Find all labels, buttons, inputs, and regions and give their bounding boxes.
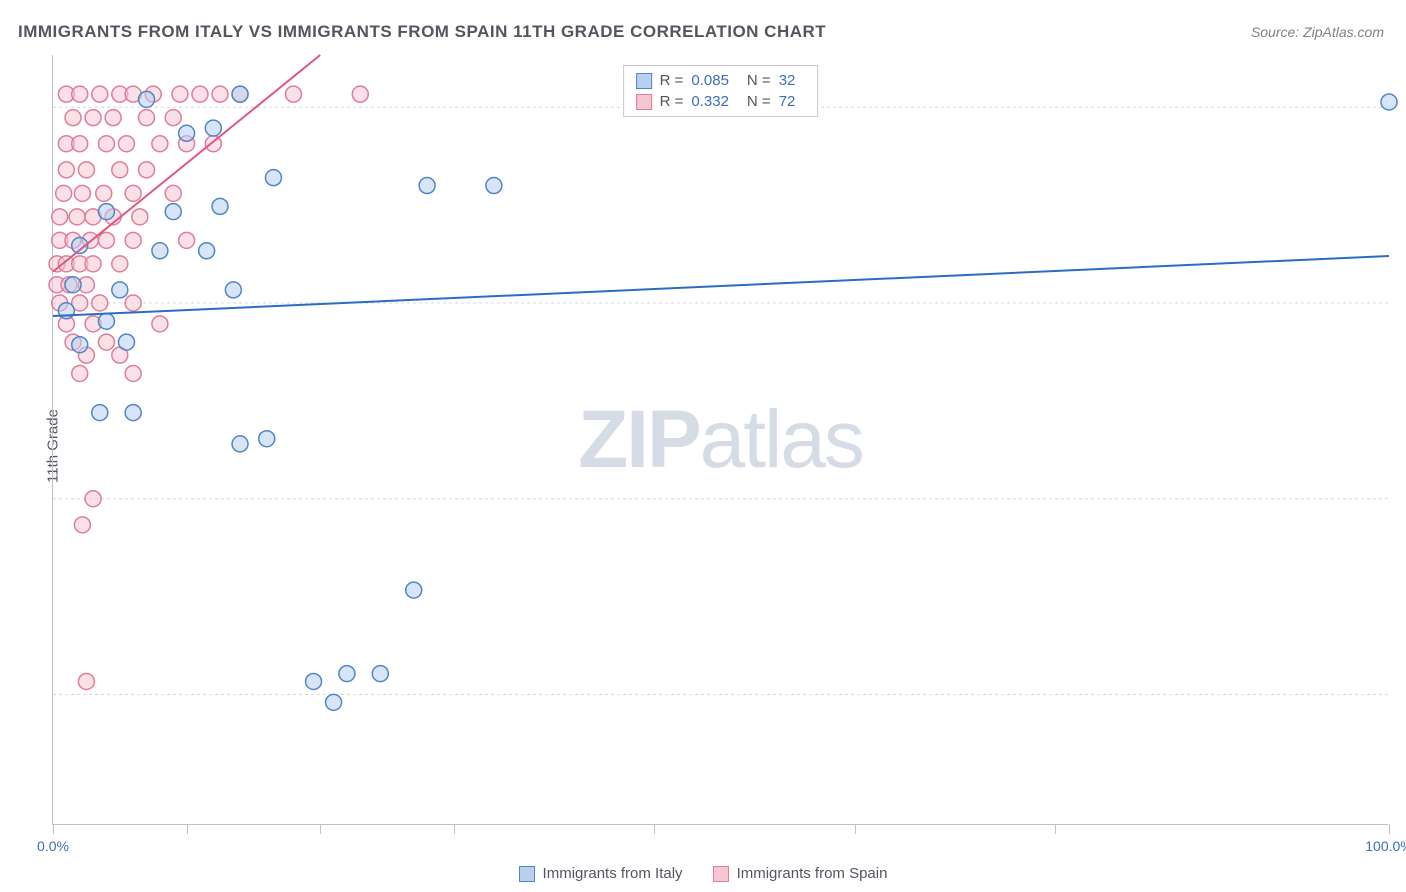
legend-label-italy: Immigrants from Italy [543, 865, 683, 882]
chart-title: IMMIGRANTS FROM ITALY VS IMMIGRANTS FROM… [18, 22, 826, 42]
x-tick [320, 824, 321, 834]
stats-row-spain: R = 0.332 N = 72 [636, 91, 806, 112]
n-label: N = [747, 72, 771, 89]
x-tick [53, 824, 54, 834]
x-tick [654, 824, 655, 834]
x-tick [1055, 824, 1056, 834]
plot-area: ZIPatlas R = 0.085 N = 32 R = 0.332 N = … [52, 55, 1388, 825]
x-tick-label: 0.0% [37, 838, 69, 854]
series-legend: Immigrants from Italy Immigrants from Sp… [0, 865, 1406, 882]
r-label: R = [660, 93, 684, 110]
legend-item-italy: Immigrants from Italy [519, 865, 683, 882]
y-tick-label: 100.0% [1398, 99, 1406, 115]
plot-svg [53, 55, 1388, 824]
x-tick [454, 824, 455, 834]
r-label: R = [660, 72, 684, 89]
r-value-spain: 0.332 [691, 93, 729, 110]
swatch-spain [636, 94, 652, 110]
stats-row-italy: R = 0.085 N = 32 [636, 70, 806, 91]
x-tick [1389, 824, 1390, 834]
x-tick [187, 824, 188, 834]
n-value-spain: 72 [779, 93, 796, 110]
n-value-italy: 32 [779, 72, 796, 89]
y-tick-label: 85.0% [1398, 491, 1406, 507]
n-label: N = [747, 93, 771, 110]
x-tick [855, 824, 856, 834]
y-tick-label: 77.5% [1398, 686, 1406, 702]
y-tick-label: 92.5% [1398, 295, 1406, 311]
swatch-italy [636, 73, 652, 89]
swatch-spain [713, 866, 729, 882]
x-tick-label: 100.0% [1365, 838, 1406, 854]
source-attribution: Source: ZipAtlas.com [1251, 24, 1384, 40]
stats-legend: R = 0.085 N = 32 R = 0.332 N = 72 [623, 65, 819, 117]
r-value-italy: 0.085 [691, 72, 729, 89]
swatch-italy [519, 866, 535, 882]
legend-label-spain: Immigrants from Spain [737, 865, 888, 882]
legend-item-spain: Immigrants from Spain [713, 865, 888, 882]
